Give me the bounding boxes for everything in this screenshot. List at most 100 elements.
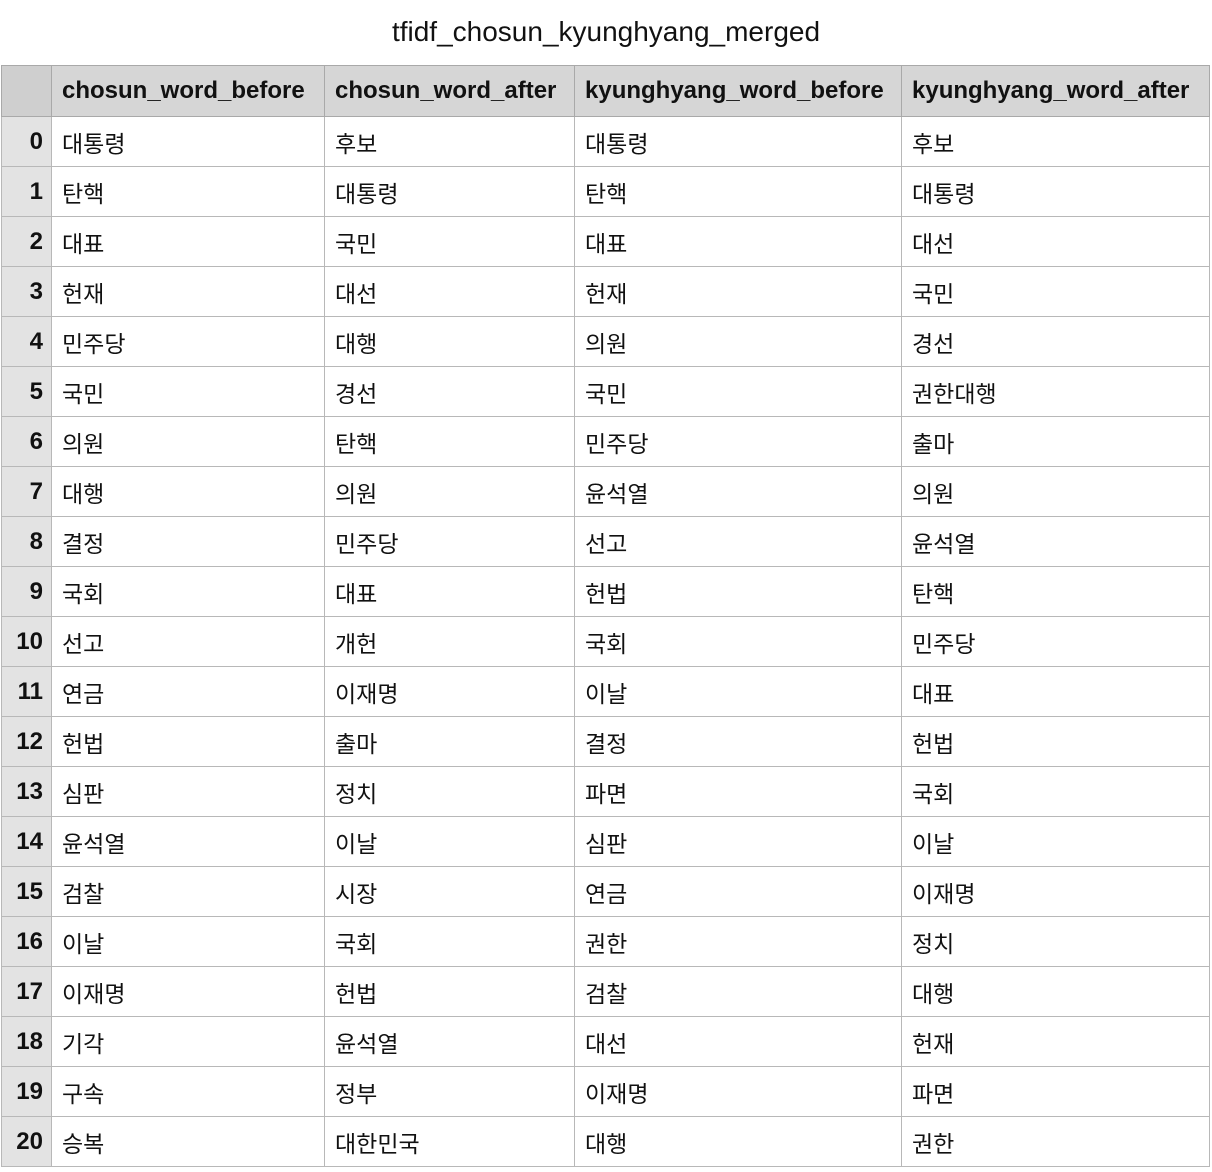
table-cell: 후보 [324,116,575,167]
table-cell: 대선 [901,216,1210,267]
table-cell: 대통령 [574,116,902,167]
table-row: 18 기각 윤석열 대선 헌재 [1,1016,1210,1067]
table-row: 16 이날 국회 권한 정치 [1,916,1210,967]
row-index: 6 [1,416,52,467]
row-index: 7 [1,466,52,517]
table-cell: 이재명 [574,1066,902,1117]
table-cell: 결정 [574,716,902,767]
table-cell: 선고 [51,616,325,667]
table-cell: 헌법 [51,716,325,767]
row-index: 14 [1,816,52,867]
table-row: 5 국민 경선 국민 권한대행 [1,366,1210,417]
table-cell: 국회 [574,616,902,667]
table-cell: 연금 [574,866,902,917]
column-header-kyunghyang-word-after: kyunghyang_word_after [901,65,1210,117]
table-row: 17 이재명 헌법 검찰 대행 [1,966,1210,1017]
table-cell: 정치 [324,766,575,817]
table-cell: 개헌 [324,616,575,667]
row-index: 2 [1,216,52,267]
table-row: 4 민주당 대행 의원 경선 [1,316,1210,367]
table-cell: 국회 [324,916,575,967]
table-cell: 승복 [51,1116,325,1167]
table-row: 10 선고 개헌 국회 민주당 [1,616,1210,667]
table-cell: 국회 [51,566,325,617]
table-cell: 윤석열 [51,816,325,867]
table-cell: 탄핵 [51,166,325,217]
row-index: 3 [1,266,52,317]
table-cell: 기각 [51,1016,325,1067]
table-cell: 헌법 [324,966,575,1017]
table-cell: 의원 [901,466,1210,517]
table-cell: 헌법 [901,716,1210,767]
table-cell: 국민 [51,366,325,417]
table-cell: 이날 [901,816,1210,867]
table-cell: 시장 [324,866,575,917]
table-cell: 국민 [901,266,1210,317]
header-row: chosun_word_before chosun_word_after kyu… [1,65,1210,117]
row-index: 13 [1,766,52,817]
table-row: 12 헌법 출마 결정 헌법 [1,716,1210,767]
table-row: 14 윤석열 이날 심판 이날 [1,816,1210,867]
table-cell: 검찰 [574,966,902,1017]
table-cell: 이날 [51,916,325,967]
table-cell: 경선 [901,316,1210,367]
table-cell: 출마 [324,716,575,767]
row-index: 0 [1,116,52,167]
table-row: 11 연금 이재명 이날 대표 [1,666,1210,717]
table-cell: 헌재 [574,266,902,317]
row-index: 10 [1,616,52,667]
table-cell: 대표 [51,216,325,267]
table-cell: 대선 [574,1016,902,1067]
table-cell: 파면 [574,766,902,817]
table-cell: 대행 [324,316,575,367]
table-row: 0 대통령 후보 대통령 후보 [1,116,1210,167]
table-cell: 대행 [51,466,325,517]
table-row: 2 대표 국민 대표 대선 [1,216,1210,267]
table-cell: 국회 [901,766,1210,817]
table-cell: 이재명 [51,966,325,1017]
table-cell: 의원 [51,416,325,467]
column-header-chosun-word-before: chosun_word_before [51,65,325,117]
table-cell: 대한민국 [324,1116,575,1167]
table-cell: 이재명 [324,666,575,717]
table-cell: 파면 [901,1066,1210,1117]
table-cell: 민주당 [574,416,902,467]
column-header-chosun-word-after: chosun_word_after [324,65,575,117]
table-cell: 정치 [901,916,1210,967]
table-cell: 경선 [324,366,575,417]
table-row: 3 헌재 대선 헌재 국민 [1,266,1210,317]
row-index: 15 [1,866,52,917]
table-row: 20 승복 대한민국 대행 권한 [1,1116,1210,1167]
table-row: 8 결정 민주당 선고 윤석열 [1,516,1210,567]
table-row: 13 심판 정치 파면 국회 [1,766,1210,817]
table-cell: 윤석열 [574,466,902,517]
table-cell: 탄핵 [324,416,575,467]
table-cell: 결정 [51,516,325,567]
row-index: 17 [1,966,52,1017]
table-cell: 검찰 [51,866,325,917]
table-cell: 대표 [574,216,902,267]
index-header-corner [1,65,52,117]
row-index: 4 [1,316,52,367]
table-cell: 헌법 [574,566,902,617]
table-cell: 탄핵 [901,566,1210,617]
table-body: 0 대통령 후보 대통령 후보 1 탄핵 대통령 탄핵 대통령 2 대표 국민 대표 대선 3 헌재 대선 헌재 국민… [1,116,1210,1167]
row-index: 20 [1,1116,52,1167]
table-row: 9 국회 대표 헌법 탄핵 [1,566,1210,617]
table-cell: 정부 [324,1066,575,1117]
table-cell: 대행 [901,966,1210,1017]
table-cell: 윤석열 [901,516,1210,567]
table-cell: 이날 [324,816,575,867]
table-cell: 이재명 [901,866,1210,917]
table-row: 1 탄핵 대통령 탄핵 대통령 [1,166,1210,217]
table-cell: 대행 [574,1116,902,1167]
row-index: 19 [1,1066,52,1117]
table-header: chosun_word_before chosun_word_after kyu… [1,65,1210,117]
data-table: chosun_word_before chosun_word_after kyu… [1,65,1210,1167]
table-cell: 국민 [574,366,902,417]
row-index: 18 [1,1016,52,1067]
row-index: 5 [1,366,52,417]
table-cell: 의원 [324,466,575,517]
table-cell: 출마 [901,416,1210,467]
table-cell: 후보 [901,116,1210,167]
